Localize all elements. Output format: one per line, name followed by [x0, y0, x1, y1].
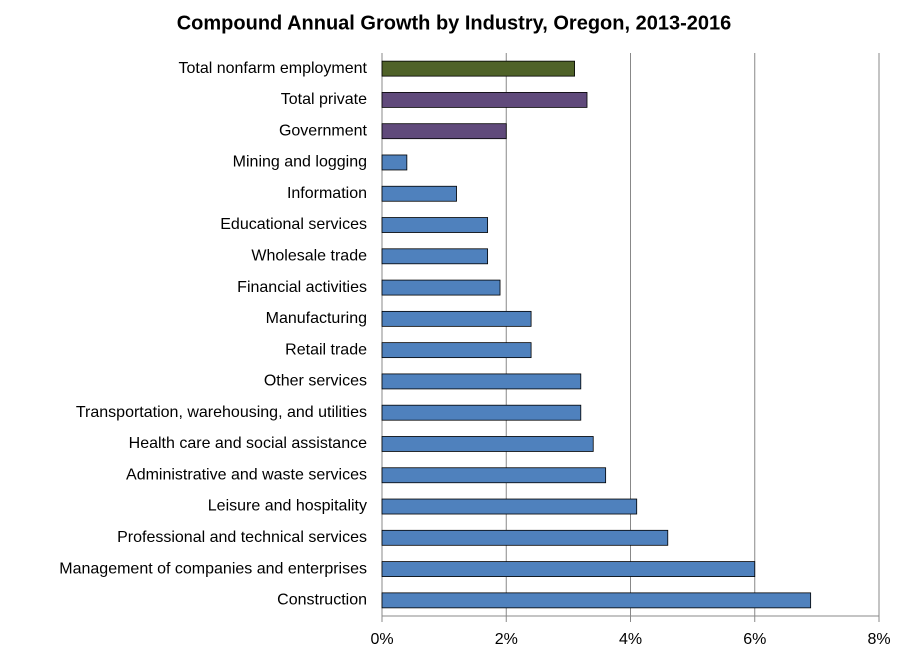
bar — [381, 592, 812, 609]
bar — [381, 436, 594, 452]
bar — [381, 279, 501, 296]
y-tick-label: Administrative and waste services — [126, 466, 367, 483]
bar — [381, 310, 532, 327]
y-tick-label: Government — [279, 122, 368, 139]
x-tick-label: 2% — [495, 631, 518, 648]
x-tick-label: 8% — [867, 631, 890, 648]
bar — [381, 185, 457, 202]
y-tick-label: Manufacturing — [266, 310, 367, 327]
bar — [381, 60, 575, 77]
bar — [381, 561, 756, 577]
y-tick-label: Construction — [277, 592, 367, 609]
bar — [381, 404, 582, 421]
bar — [381, 342, 532, 359]
bar — [381, 529, 669, 546]
y-tick-label: Educational services — [220, 216, 367, 233]
y-tick-label: Total private — [281, 91, 367, 108]
bar — [381, 92, 588, 108]
y-tick-label: Retail trade — [285, 341, 367, 358]
chart-title: Compound Annual Growth by Industry, Oreg… — [177, 12, 732, 34]
y-tick-label: Financial activities — [237, 279, 367, 296]
bar — [381, 154, 408, 171]
y-tick-label: Transportation, warehousing, and utiliti… — [76, 404, 367, 421]
bar — [381, 248, 489, 265]
bar — [381, 373, 582, 390]
y-tick-label: Health care and social assistance — [129, 435, 367, 452]
y-tick-label: Information — [287, 185, 367, 202]
bar — [381, 467, 607, 484]
y-tick-label: Professional and technical services — [117, 529, 367, 546]
y-tick-label: Total nonfarm employment — [178, 60, 367, 77]
y-tick-label: Leisure and hospitality — [208, 498, 367, 515]
bar — [381, 498, 638, 515]
y-tick-label: Wholesale trade — [251, 248, 367, 265]
bar — [381, 123, 507, 140]
y-tick-label: Management of companies and enterprises — [59, 560, 367, 577]
y-tick-label: Mining and logging — [233, 154, 367, 171]
x-tick-label: 0% — [370, 631, 393, 648]
x-tick-label: 6% — [743, 631, 766, 648]
bar — [381, 217, 489, 233]
x-tick-label: 4% — [619, 631, 642, 648]
y-tick-label: Other services — [264, 373, 367, 390]
